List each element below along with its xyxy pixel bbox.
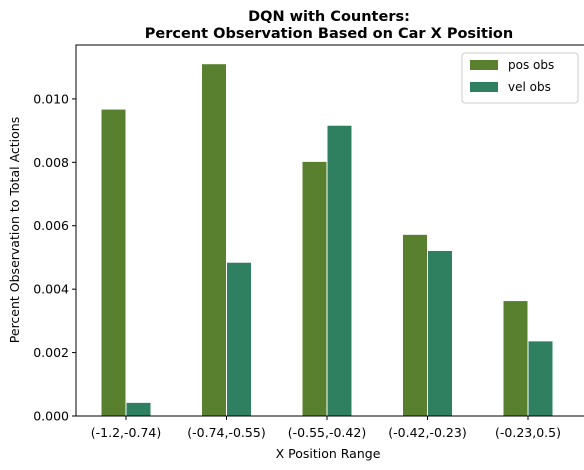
- x-tick-label-3: (-0.42,-0.23): [388, 425, 466, 440]
- legend-label-vel-obs: vel obs: [508, 80, 551, 94]
- bar-pos-obs-0: [100, 108, 127, 417]
- bar-pos-obs-4: [502, 300, 529, 417]
- bar-pos-obs-2: [301, 160, 328, 417]
- bar-pos-obs-3: [402, 233, 428, 417]
- y-tick-label-2: 0.004: [33, 282, 69, 297]
- x-axis-ticks: (-1.2,-0.74) (-0.74,-0.55) (-0.55,-0.42) (-…: [91, 416, 561, 440]
- y-axis-ticks: 0.000 0.002 0.004 0.006 0.008 0.010: [33, 91, 76, 424]
- chart-title-line1: DQN with Counters:: [248, 9, 410, 25]
- x-tick-label-4: (-0.23,0.5): [495, 425, 561, 440]
- y-tick-label-0: 0.000: [33, 409, 69, 424]
- y-tick-label-3: 0.006: [33, 218, 69, 233]
- bar-vel-obs-2: [326, 124, 353, 417]
- y-tick-label-4: 0.008: [33, 155, 69, 170]
- y-axis-label: Percent Observation to Total Actions: [7, 117, 22, 343]
- plot-frame: [75, 44, 584, 417]
- bar-vel-obs-3: [427, 249, 453, 417]
- x-tick-label-0: (-1.2,-0.74): [91, 425, 161, 440]
- bar-pos-obs-1: [201, 63, 227, 417]
- bar-vel-obs-0: [125, 401, 152, 417]
- x-tick-label-2: (-0.55,-0.42): [288, 425, 366, 440]
- x-axis-label: X Position Range: [276, 446, 381, 461]
- legend-swatch-vel-obs: [470, 82, 498, 92]
- bars-layer: [100, 63, 554, 417]
- legend: pos obs vel obs: [461, 52, 579, 104]
- legend-swatch-pos-obs: [470, 60, 498, 70]
- x-tick-label-1: (-0.74,-0.55): [187, 425, 265, 440]
- chart-title-line2: Percent Observation Based on Car X Posit…: [145, 26, 513, 42]
- y-tick-label-5: 0.010: [33, 91, 69, 106]
- bar-vel-obs-4: [527, 340, 554, 417]
- bar-vel-obs-1: [226, 261, 252, 417]
- legend-label-pos-obs: pos obs: [508, 58, 554, 72]
- y-tick-label-1: 0.002: [33, 345, 69, 360]
